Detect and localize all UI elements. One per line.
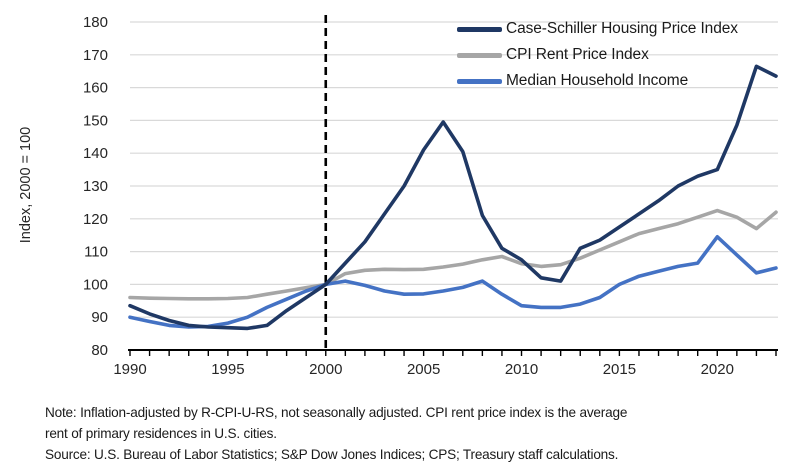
y-tick-label: 130 (83, 178, 108, 195)
legend-item-cpi-rent: CPI Rent Price Index (457, 42, 738, 68)
chart-footnote: Note: Inflation-adjusted by R-CPI-U-RS, … (45, 402, 795, 465)
series-line-median-household-income (128, 235, 778, 329)
y-tick-label: 160 (83, 80, 108, 97)
legend-label: Median Household Income (506, 72, 689, 89)
series-line-case-schiller-housing-price-index (128, 64, 778, 331)
x-axis-tick-labels: 1990 1995 2000 2005 2010 2015 2020 (113, 361, 734, 378)
y-tick-label: 140 (83, 145, 108, 162)
y-tick-label: 80 (91, 342, 108, 359)
y-axis-title: Index, 2000 = 100 (18, 126, 34, 244)
y-tick-label: 150 (83, 112, 108, 129)
x-tick-label: 2020 (701, 361, 734, 378)
x-tick-label: 2000 (309, 361, 342, 378)
legend-line-swatch-icon (457, 52, 502, 58)
x-axis (128, 349, 778, 356)
legend-item-median-income: Median Household Income (457, 68, 738, 94)
series-line-cpi-rent-price-index (128, 208, 778, 301)
note-line: Note: Inflation-adjusted by R-CPI-U-RS, … (45, 405, 628, 420)
legend-line-swatch-icon (457, 26, 502, 32)
y-tick-label: 100 (83, 276, 108, 293)
y-tick-label: 90 (91, 309, 108, 326)
x-tick-label: 2015 (603, 361, 636, 378)
x-tick-label: 2005 (407, 361, 440, 378)
x-tick-label: 1995 (211, 361, 244, 378)
legend-item-case-schiller: Case-Schiller Housing Price Index (457, 16, 738, 42)
y-tick-label: 180 (83, 14, 108, 31)
y-tick-label: 120 (83, 211, 108, 228)
source-line: Source: U.S. Bureau of Labor Statistics;… (45, 447, 619, 462)
legend-label: CPI Rent Price Index (506, 46, 649, 63)
y-tick-label: 110 (84, 244, 108, 261)
y-tick-label: 170 (83, 47, 108, 64)
x-tick-label: 2010 (505, 361, 538, 378)
line-chart: 80 90 100 110 120 130 140 150 160 170 180 1990 1995 2… (83, 14, 778, 378)
legend-label: Case-Schiller Housing Price Index (506, 20, 738, 37)
legend: Case-Schiller Housing Price Index CPI Re… (457, 16, 738, 94)
gridlines (130, 21, 778, 318)
note-line: rent of primary residences in U.S. citie… (45, 426, 277, 441)
y-axis-tick-labels: 80 90 100 110 120 130 140 150 160 170 180 (83, 14, 108, 359)
x-tick-label: 1990 (113, 361, 146, 378)
legend-line-swatch-icon (457, 78, 502, 84)
